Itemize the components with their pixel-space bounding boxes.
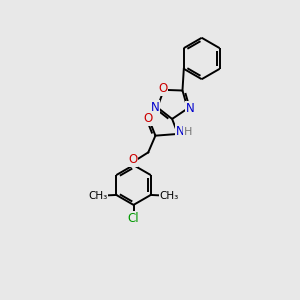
Text: N: N — [176, 125, 184, 138]
Text: N: N — [186, 102, 194, 115]
Text: O: O — [158, 82, 167, 95]
Text: CH₃: CH₃ — [159, 191, 179, 201]
Text: H: H — [184, 127, 192, 137]
Text: O: O — [128, 153, 137, 166]
Text: O: O — [143, 112, 152, 125]
Text: Cl: Cl — [128, 212, 139, 225]
Text: CH₃: CH₃ — [88, 191, 108, 201]
Text: N: N — [151, 100, 159, 113]
